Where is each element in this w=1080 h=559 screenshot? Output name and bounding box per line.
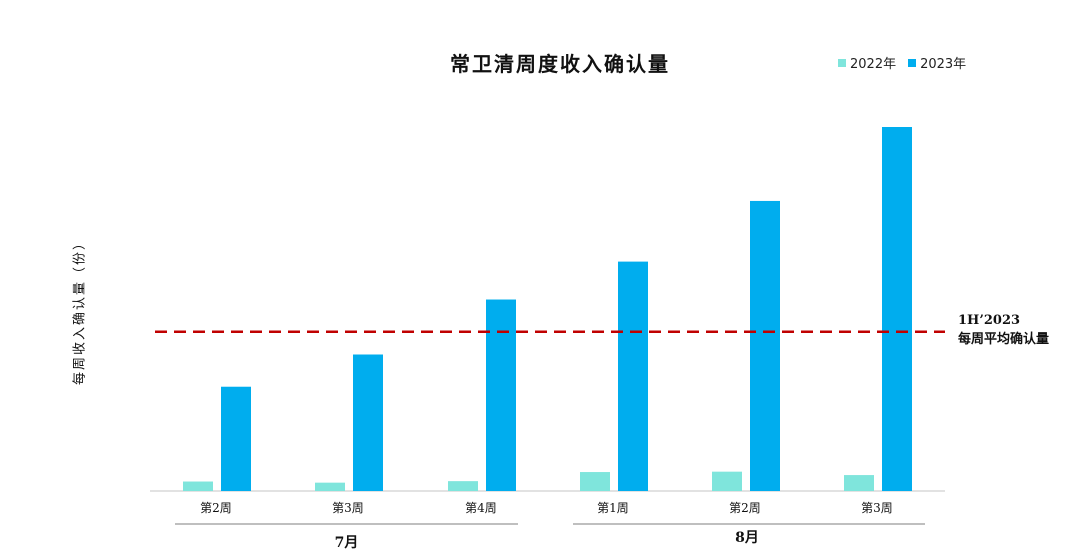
bar-2022年-2: [315, 482, 345, 491]
x-tick-label-4: 第1周: [597, 501, 629, 515]
x-tick-label-2: 第3周: [332, 501, 364, 515]
legend: 2022年 2023年: [838, 53, 966, 72]
x-tick-label-3: 第4周: [465, 501, 497, 515]
bar-2023年-5: [750, 200, 780, 491]
chart-title: 常卫清周度收入确认量: [450, 52, 670, 76]
reference-line-label-line1: 1H’2023: [958, 313, 1021, 328]
bar-2022年-6: [844, 475, 874, 491]
reference-line-label-line2: 每周平均确认量: [958, 332, 1050, 347]
reference-line-label: 1H’2023 每周平均确认量: [958, 311, 1049, 349]
bar-2022年-5: [712, 471, 742, 491]
bar-2023年-2: [353, 354, 383, 491]
legend-label-2023: 2023年: [920, 57, 967, 72]
group-label-1: 7月: [335, 535, 359, 551]
x-tick-label-5: 第2周: [729, 501, 761, 515]
bar-2023年-6: [882, 127, 912, 491]
legend-item-2023: 2023年: [908, 53, 966, 72]
bar-2023年-1: [221, 386, 251, 491]
bar-2023年-3: [486, 299, 516, 491]
legend-swatch-2023: [908, 58, 917, 67]
group-label-2: 8月: [735, 530, 759, 546]
bar-2022年-4: [580, 472, 610, 491]
bar-2023年-4: [618, 261, 648, 491]
bar-2022年-1: [183, 481, 213, 491]
legend-swatch-2022: [838, 58, 846, 67]
legend-label-2022: 2022年: [850, 57, 897, 72]
bar-2022年-3: [448, 481, 478, 491]
x-tick-label-1: 第2周: [200, 501, 232, 515]
legend-item-2022: 2022年: [838, 53, 896, 72]
x-tick-label-6: 第3周: [861, 501, 893, 515]
